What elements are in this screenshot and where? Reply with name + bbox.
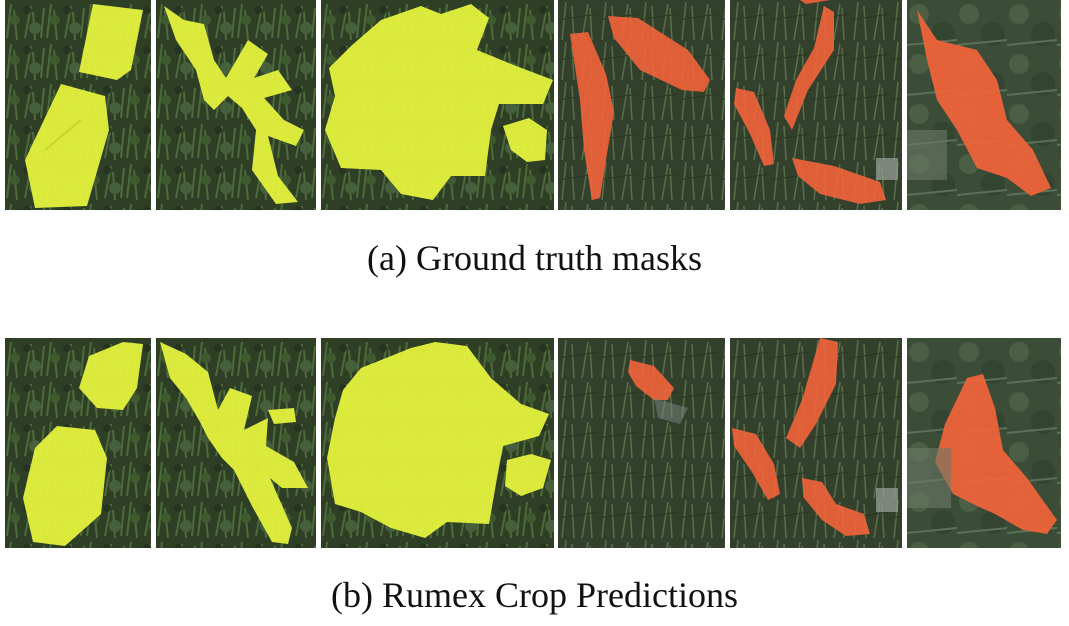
prediction-image-2	[156, 338, 316, 548]
ground-truth-image-2	[156, 0, 316, 210]
ground-truth-image-3	[321, 0, 554, 210]
prediction-image-4	[558, 338, 725, 548]
predictions-row	[0, 338, 1069, 548]
caption-predictions: (b) Rumex Crop Predictions	[331, 575, 738, 615]
prediction-image-5	[730, 338, 902, 548]
prediction-image-6	[907, 338, 1061, 548]
caption-ground-truth: (a) Ground truth masks	[367, 238, 702, 278]
ground-truth-image-6	[907, 0, 1061, 210]
prediction-image-1	[5, 338, 151, 548]
ground-truth-image-4	[558, 0, 725, 210]
ground-truth-row	[0, 0, 1069, 210]
ground-truth-image-5	[730, 0, 902, 210]
ground-truth-image-1	[5, 0, 151, 210]
prediction-image-3	[321, 338, 554, 548]
